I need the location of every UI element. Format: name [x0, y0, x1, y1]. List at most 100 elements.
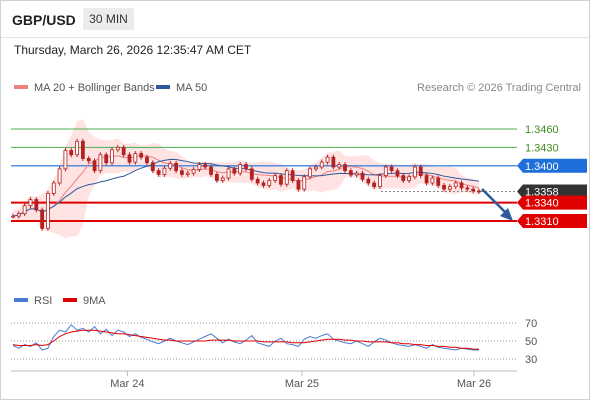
- level-tag-pivot: [517, 158, 587, 173]
- ma20-line: [12, 154, 480, 217]
- candle-body: [337, 164, 342, 168]
- rsi-legend-swatch: [14, 298, 28, 302]
- level-label-target: 1.3460: [525, 124, 559, 136]
- candle-body: [459, 182, 464, 189]
- candle-body: [366, 178, 371, 184]
- level-tag-support: [517, 214, 587, 228]
- candle-body: [279, 175, 283, 185]
- bollinger-layer: [13, 119, 479, 239]
- candle-body: [22, 205, 27, 215]
- candle-body: [261, 182, 266, 186]
- rsi-ma-line: [12, 329, 479, 350]
- level-tag-last: [517, 184, 587, 199]
- candle-body: [343, 164, 347, 172]
- ma20-legend-label: MA 20 + Bollinger Bands: [34, 82, 155, 94]
- candle-body: [69, 150, 74, 156]
- candle-body: [249, 168, 254, 180]
- candle-body: [360, 172, 365, 180]
- candle-body: [145, 156, 149, 164]
- rsi-panel: 70 50 30: [11, 318, 537, 366]
- candle-body: [156, 170, 161, 175]
- candle-body: [139, 153, 144, 158]
- candle-body: [308, 168, 312, 178]
- level-tag-support: [517, 195, 587, 210]
- candle-body: [244, 164, 248, 170]
- candle-body: [226, 168, 231, 179]
- candle-body: [92, 160, 97, 172]
- candle-body: [290, 170, 295, 181]
- rsi-tick-label: 70: [525, 318, 537, 330]
- candle-body: [442, 185, 446, 190]
- rsi-ma-legend-swatch: [63, 298, 77, 302]
- rsi-tick-label: 30: [525, 354, 537, 366]
- forecast-arrow: [481, 188, 513, 221]
- level-label-last: 1.3358: [525, 187, 559, 199]
- candle-body: [447, 186, 452, 190]
- x-tick-label: Mar 24: [110, 378, 144, 390]
- candle-body: [255, 178, 260, 184]
- candle-body: [430, 177, 435, 184]
- candle-body: [220, 177, 225, 181]
- candle-body: [180, 170, 184, 175]
- candle-body: [267, 180, 272, 186]
- candles-layer: [11, 138, 481, 231]
- candle-body: [16, 213, 21, 217]
- candle-body: [348, 170, 353, 176]
- candle-body: [98, 154, 103, 172]
- rsi-line: [12, 324, 479, 351]
- candle-body: [104, 154, 109, 164]
- x-tick-label: Mar 26: [457, 378, 491, 390]
- candle-body: [407, 176, 412, 181]
- chart-header: GBP/USD 30 MIN: [1, 1, 589, 37]
- candle-body: [51, 182, 56, 194]
- candle-body: [75, 140, 79, 156]
- candle-body: [86, 158, 91, 162]
- candle-body: [418, 166, 423, 177]
- candle-body: [191, 169, 196, 174]
- candle-body: [471, 188, 476, 192]
- candle-body: [354, 172, 359, 176]
- copyright-label: Research © 2026 Trading Central: [417, 82, 581, 94]
- candle-body: [313, 166, 318, 170]
- rsi-legend-label: RSI: [34, 295, 52, 307]
- candle-body: [11, 215, 15, 218]
- x-axis: Mar 24 Mar 25 Mar 26: [110, 371, 491, 390]
- candle-body: [185, 172, 190, 175]
- level-label-target: 1.3430: [525, 142, 559, 154]
- ma20-legend-swatch: [14, 85, 28, 89]
- candle-body: [110, 149, 114, 164]
- candle-body: [477, 190, 481, 193]
- candle-body: [57, 168, 62, 184]
- level-label-pivot: 1.3400: [525, 161, 559, 173]
- candle-body: [273, 175, 278, 181]
- candle-body: [121, 146, 126, 156]
- candle-body: [133, 153, 138, 163]
- candle-body: [174, 162, 179, 172]
- candle-body: [378, 175, 382, 188]
- bollinger-band-fill: [13, 119, 479, 239]
- candle-body: [34, 199, 39, 211]
- candle-body: [63, 150, 68, 170]
- candle-body: [319, 161, 324, 168]
- rsi-ma-legend-label: 9MA: [83, 295, 106, 307]
- candle-body: [284, 170, 289, 185]
- x-tick-label: Mar 25: [285, 378, 319, 390]
- candle-body: [465, 187, 470, 190]
- candle-body: [28, 199, 33, 207]
- candle-body: [209, 166, 213, 175]
- candle-body: [395, 170, 400, 177]
- timeframe-badge[interactable]: 30 MIN: [83, 8, 134, 30]
- level-label-support: 1.3310: [525, 216, 559, 228]
- candle-body: [203, 164, 208, 168]
- candle-body: [401, 175, 406, 181]
- candle-body: [238, 164, 243, 174]
- candle-body: [40, 209, 45, 229]
- candle-body: [331, 156, 336, 168]
- candle-body: [197, 164, 202, 170]
- symbol-title: GBP/USD: [12, 12, 76, 28]
- candle-body: [424, 175, 429, 184]
- candle-body: [46, 192, 50, 229]
- candle-body: [162, 167, 167, 175]
